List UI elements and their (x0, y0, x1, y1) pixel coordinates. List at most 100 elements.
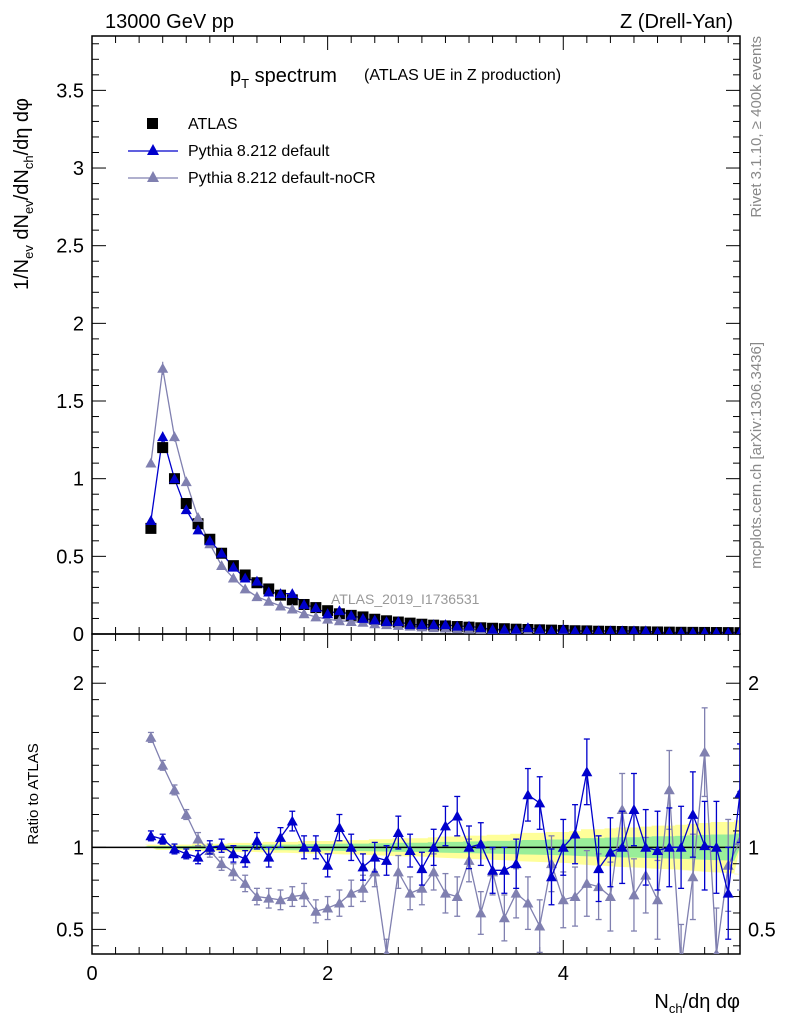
y-tick-label-ratio: 0.5 (56, 919, 84, 941)
data-point-default (286, 588, 298, 599)
ratio-point-default (263, 851, 275, 862)
ratio-point-default (251, 835, 263, 846)
ratio-point-default (428, 841, 440, 852)
y-tick-label-main: 3.5 (56, 80, 84, 102)
y-tick-label-main: 1 (73, 469, 84, 491)
ratio-point-nocr (522, 897, 534, 908)
data-point-default (263, 586, 275, 597)
data-point-default (557, 623, 569, 634)
ratio-point-default (487, 864, 499, 875)
data-point-nocr (333, 615, 345, 626)
ratio-point-nocr (227, 866, 239, 877)
ratio-plot-series (145, 707, 740, 954)
x-axis-label: Nch/dη dφ (654, 991, 740, 1016)
y-tick-label-ratio-right: 1 (748, 837, 759, 859)
ratio-point-nocr (604, 891, 616, 901)
ratio-point-default (392, 827, 404, 837)
rivet-version-text: Rivet 3.1.10, ≥ 400k events (748, 36, 765, 218)
ratio-point-default (604, 846, 616, 857)
data-point-nocr (345, 616, 357, 626)
ratio-point-nocr (180, 809, 192, 819)
data-point-default (736, 626, 740, 634)
data-point-default (487, 623, 499, 634)
data-point-default (724, 626, 733, 634)
ratio-point-nocr (416, 882, 428, 893)
ratio-point-nocr (439, 887, 451, 898)
y-tick-label-main: 2 (73, 313, 84, 335)
plot-title: pT spectrum (230, 65, 337, 91)
ratio-point-nocr (663, 784, 675, 795)
data-point-default (712, 626, 721, 634)
y-tick-label-main: 0.5 (56, 546, 84, 568)
ratio-point-nocr (652, 894, 664, 905)
data-point-default (605, 625, 616, 634)
plot-title-extra: (ATLAS UE in Z production) (364, 67, 561, 84)
title-rest: spectrum (249, 65, 337, 87)
data-point-default (322, 608, 334, 619)
x-tick-label: 2 (322, 963, 333, 985)
data-point-default (333, 605, 345, 616)
legend-label-atlas: ATLAS (188, 116, 238, 133)
legend-marker-default (147, 144, 159, 155)
axis-ticks: 0 2 400.511.522.533.50.5 0.51 12 2 (56, 36, 776, 985)
data-point-default (251, 575, 263, 586)
y-label-part-2: dN (11, 214, 33, 245)
ratio-point-default (204, 841, 216, 852)
data-point-nocr (227, 572, 239, 583)
ratio-point-default (369, 851, 381, 862)
ratio-point-nocr (383, 948, 390, 954)
x-tick-label: 0 (86, 963, 97, 985)
data-point-default (227, 561, 239, 572)
data-point-nocr (168, 431, 180, 442)
ratio-uncertainty-band (92, 820, 740, 875)
ratio-point-default (239, 853, 251, 864)
y-label-part-4: /dN (11, 169, 33, 200)
data-point-default (522, 622, 534, 633)
ratio-point-default (545, 871, 557, 882)
y-label-part-6: /dη dφ (11, 98, 33, 155)
data-point-default (404, 619, 416, 630)
ratio-point-default (157, 833, 169, 844)
y-tick-label-ratio-right: 2 (748, 673, 759, 695)
ratio-point-nocr (451, 891, 463, 901)
y-label-part-0: 1/N (11, 259, 33, 290)
ratio-point-nocr (357, 882, 369, 893)
ratio-point-default (275, 831, 287, 842)
legend-marker-atlas (147, 118, 158, 129)
data-point-default (428, 619, 440, 630)
legend: ATLAS Pythia 8.212 default Pythia 8.212 … (128, 116, 376, 187)
data-point-atlas (286, 594, 298, 606)
data-point-default (498, 623, 510, 634)
data-point-default (593, 625, 604, 634)
ratio-point-default (192, 851, 204, 862)
ratio-point-default (216, 840, 228, 851)
data-point-default (204, 535, 216, 546)
data-point-atlas (734, 627, 740, 634)
data-point-default (157, 431, 169, 442)
ratio-point-nocr (333, 897, 345, 908)
legend-label-nocr: Pythia 8.212 default-noCR (188, 170, 376, 187)
x-label-part-1: ch (669, 1001, 683, 1016)
ratio-point-nocr (687, 871, 699, 882)
ratio-point-nocr (298, 889, 310, 900)
ratio-point-default (310, 841, 322, 852)
y-tick-label-ratio: 2 (73, 673, 84, 695)
data-point-nocr (145, 457, 157, 468)
ratio-point-nocr (404, 887, 416, 898)
data-point-atlas (157, 442, 169, 454)
ratio-point-nocr (251, 891, 263, 901)
data-point-nocr (322, 613, 334, 624)
data-point-default (357, 612, 369, 623)
data-point-default (534, 623, 546, 634)
ratio-point-nocr (263, 892, 275, 903)
data-point-default (392, 616, 404, 626)
ratio-point-nocr (157, 759, 169, 770)
ratio-point-nocr (428, 866, 440, 877)
data-point-default (582, 625, 592, 634)
data-point-atlas (192, 518, 204, 530)
data-point-default (275, 588, 287, 599)
ratio-point-nocr (557, 894, 569, 905)
data-point-nocr (263, 595, 275, 606)
ratio-point-default (357, 861, 369, 872)
ratio-point-default (581, 766, 593, 777)
